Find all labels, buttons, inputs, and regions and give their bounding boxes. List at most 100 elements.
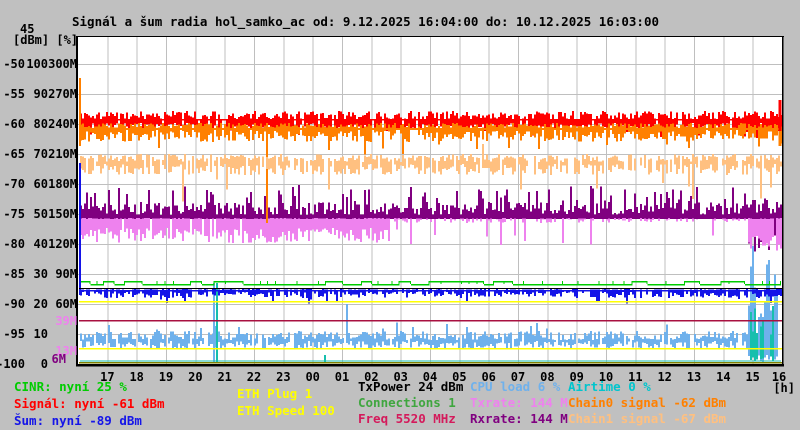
cpu-load-band (210, 335, 212, 344)
rxrate-band (490, 203, 492, 218)
txrate-band (744, 218, 746, 221)
cpu-load-band (114, 339, 116, 347)
chain1-band (778, 155, 780, 172)
signal-band (456, 112, 458, 129)
chain0-band (544, 123, 546, 141)
rxrate-band (414, 213, 416, 218)
cpu-load-band (758, 316, 760, 356)
noise-band (450, 289, 452, 295)
cpu-load-band (312, 337, 314, 343)
chain0-band (346, 125, 348, 137)
cinr-line (318, 281, 320, 284)
x-axis-hour-label: 22 (247, 370, 261, 384)
rxrate-band (420, 207, 422, 218)
rxrate-band (206, 190, 208, 218)
rxrate-band (436, 197, 438, 218)
cpu-load-band (188, 331, 190, 344)
noise-band (774, 289, 776, 297)
chain0-band (178, 124, 180, 139)
signal-band (710, 119, 712, 125)
cpu-load-band (626, 335, 628, 345)
chain1-band (230, 155, 232, 174)
noise-band (390, 289, 392, 294)
chain0-band (634, 124, 636, 139)
noise-band (542, 289, 544, 296)
cpu-load-band (536, 322, 538, 342)
noise-band (530, 289, 532, 295)
chain0-band (568, 126, 570, 138)
txrate-band (298, 218, 300, 229)
cinr-line (398, 281, 400, 284)
rxrate-band (716, 205, 718, 218)
cinr-line (114, 284, 125, 286)
signal-band (218, 114, 220, 128)
chain1-band (374, 159, 376, 169)
chain1-band (210, 154, 212, 172)
rxrate-band (390, 208, 392, 218)
rxrate-band (286, 209, 288, 218)
noise-band (340, 289, 342, 297)
chain0-band (266, 128, 268, 223)
cpu-load-band (462, 335, 464, 349)
signal-band (638, 117, 640, 132)
chain1-band (414, 160, 416, 169)
cpu-load-band (678, 338, 680, 343)
txrate-band (142, 218, 144, 234)
txrate-band (262, 218, 264, 237)
rxrate-band (178, 211, 180, 218)
cinr-line (612, 281, 614, 284)
cpu-load-band (384, 331, 386, 345)
chain0-band (550, 124, 552, 140)
signal-band (350, 116, 352, 129)
chain1-band (710, 156, 712, 165)
rxrate-band (506, 189, 508, 218)
signal-band (538, 112, 540, 126)
noise-band (350, 289, 352, 296)
noise-band (676, 289, 678, 295)
chain1-band (488, 160, 490, 169)
cpu-load-band (248, 339, 250, 343)
signal-band (534, 114, 536, 129)
signal-band (544, 114, 546, 128)
chain1-band (460, 155, 462, 165)
rxrate-band (696, 186, 698, 218)
cinr-line (541, 281, 543, 284)
chain1-band (410, 157, 412, 165)
cpu-load-band (686, 333, 688, 348)
chain1-band (344, 160, 346, 175)
rxrate-band (706, 207, 708, 218)
cpu-load-band (596, 339, 598, 348)
noise-band (168, 289, 170, 298)
chain0-band (216, 125, 218, 137)
noise-band (704, 289, 706, 294)
chain1-band (310, 160, 312, 166)
chain0-band (482, 127, 484, 140)
chain0-band (158, 128, 160, 148)
cpu-load-band (176, 335, 178, 349)
chain1-band (348, 157, 350, 169)
txrate-band (418, 218, 420, 222)
chain1-band (690, 161, 692, 165)
noise-band (160, 289, 162, 300)
chain0-band (638, 127, 640, 140)
chain1-band (146, 154, 148, 168)
signal-band (278, 116, 280, 131)
cpu-load-band (612, 338, 614, 346)
cpu-load-band (382, 328, 384, 342)
noise-band (556, 289, 558, 295)
signal-band (286, 113, 288, 129)
rxrate-band (384, 203, 386, 218)
v-gridline (166, 37, 167, 364)
signal-band (398, 113, 400, 129)
chain0-band (734, 127, 736, 135)
chain1-band (600, 161, 602, 166)
chain1-band (254, 155, 256, 173)
chain1-band (746, 156, 748, 175)
cpu-load-band (676, 336, 678, 343)
noise-band (260, 289, 262, 294)
cpu-load-band (684, 331, 686, 343)
noise-band (286, 289, 288, 297)
cpu-load-band (566, 339, 568, 343)
chain0-band (748, 124, 750, 139)
chain0-band (440, 127, 442, 142)
